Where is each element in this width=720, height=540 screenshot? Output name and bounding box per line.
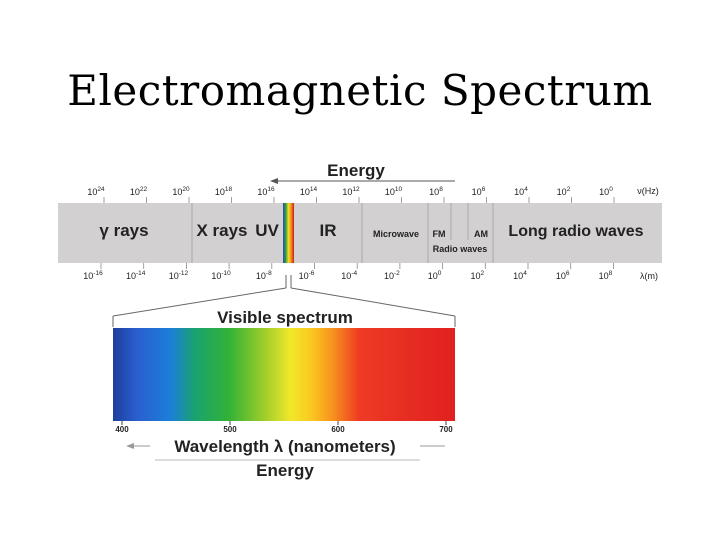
energy-top-label: Energy <box>327 161 385 180</box>
region-fm: FM <box>433 229 446 239</box>
frequency-tick-label: 1010 <box>385 186 403 197</box>
frequency-tick-label: 1016 <box>257 186 275 197</box>
wavelength-arrowhead-icon <box>126 443 134 449</box>
energy-bottom-label: Energy <box>256 461 314 480</box>
zoom-line-right <box>290 287 456 317</box>
wavelength-tick-label: 104 <box>513 270 527 281</box>
visible-tick-label-500: 500 <box>223 425 237 434</box>
visible-spectrum-gradient <box>113 328 455 421</box>
frequency-tick-label: 1020 <box>172 186 190 197</box>
frequency-tick-label: 100 <box>599 186 613 197</box>
wavelength-axis-label: Wavelength λ (nanometers) <box>174 437 395 456</box>
wavelength-tick-label: 10-12 <box>169 270 189 281</box>
wavelength-tick-label: 10-4 <box>341 270 357 281</box>
zoom-line-left <box>112 287 287 317</box>
spectrum-band <box>58 203 662 263</box>
wavelength-tick-label: 10-16 <box>83 270 103 281</box>
wavelength-tick-labels: 10-16 10-14 10-12 10-10 10-8 10-6 10-4 10-2 100 1… <box>83 263 614 281</box>
wavelength-tick-label: 100 <box>428 270 442 281</box>
region-ir: IR <box>320 221 337 240</box>
region-long-radio-waves: Long radio waves <box>508 223 643 240</box>
visible-tick-label-600: 600 <box>331 425 345 434</box>
wavelength-unit-label: λ(m) <box>640 271 658 281</box>
region-microwave: Microwave <box>373 229 419 239</box>
region-uv: UV <box>255 221 279 240</box>
visible-spectrum-title: Visible spectrum <box>217 308 353 327</box>
region-radio-waves: Radio waves <box>433 244 488 254</box>
wavelength-tick-label: 106 <box>556 270 570 281</box>
frequency-tick-label: 108 <box>429 186 443 197</box>
wavelength-tick-label: 10-2 <box>384 270 400 281</box>
energy-top-arrowhead-icon <box>270 178 278 184</box>
wavelength-tick-label: 102 <box>470 270 484 281</box>
visible-band-mini <box>283 203 294 263</box>
frequency-tick-label: 102 <box>557 186 571 197</box>
frequency-tick-label: 1018 <box>215 186 233 197</box>
wavelength-tick-label: 10-14 <box>126 270 146 281</box>
wavelength-tick-label: 108 <box>599 270 613 281</box>
frequency-tick-label: 1024 <box>87 186 105 197</box>
wavelength-label-bg <box>150 434 420 458</box>
visible-tick-label-700: 700 <box>439 425 453 434</box>
frequency-tick-label: 1014 <box>300 186 318 197</box>
wavelength-tick-label: 10-10 <box>211 270 231 281</box>
region-am: AM <box>474 229 488 239</box>
slide-title: Electromagnetic Spectrum <box>67 66 653 115</box>
frequency-tick-label: 104 <box>514 186 528 197</box>
region-gamma-rays: γ rays <box>99 221 148 240</box>
frequency-tick-labels: 1024 1022 1020 1018 1016 1014 1012 1010 108 106 10… <box>87 186 615 203</box>
region-x-rays: X rays <box>196 221 247 240</box>
frequency-tick-label: 1012 <box>342 186 360 197</box>
wavelength-tick-label: 10-8 <box>256 270 272 281</box>
frequency-tick-label: 1022 <box>130 186 148 197</box>
wavelength-tick-label: 10-6 <box>299 270 315 281</box>
visible-tick-label-400: 400 <box>115 425 129 434</box>
frequency-unit-label: ν(Hz) <box>637 186 659 196</box>
frequency-tick-label: 106 <box>472 186 486 197</box>
